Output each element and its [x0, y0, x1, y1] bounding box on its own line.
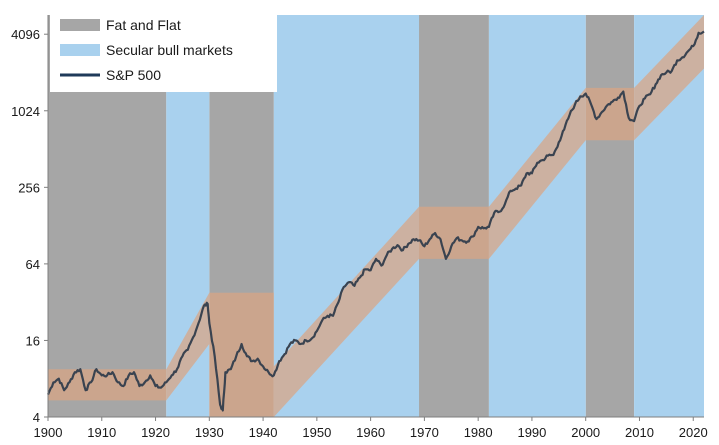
series-line-sp500: [46, 30, 705, 412]
legend-label: Fat and Flat: [106, 17, 181, 33]
y-tick-label: 16: [26, 333, 40, 348]
x-tick-label: 2010: [625, 425, 654, 440]
x-tick-label: 1920: [141, 425, 170, 440]
series-lines: [46, 30, 705, 412]
x-tick-label: 1900: [34, 425, 63, 440]
x-tick-label: 1980: [464, 425, 493, 440]
x-tick-label: 2020: [679, 425, 708, 440]
y-tick-label: 256: [18, 180, 40, 195]
x-tick-label: 1940: [249, 425, 278, 440]
legend-swatch: [60, 44, 100, 56]
band-segment: [585, 87, 635, 141]
x-tick-label: 1950: [302, 425, 331, 440]
y-tick-label: 4: [33, 410, 40, 425]
fat-and-flat-period: [585, 15, 635, 417]
band-segment: [273, 206, 419, 417]
x-tick-label: 1960: [356, 425, 385, 440]
legend: Fat and Flat Secular bull markets S&P 500: [50, 15, 277, 92]
x-tick-label: 1910: [87, 425, 116, 440]
legend-label: S&P 500: [106, 67, 161, 83]
legend-swatch: [60, 19, 100, 31]
band-segment: [488, 87, 586, 259]
legend-label: Secular bull markets: [106, 42, 233, 58]
band-segment: [634, 15, 704, 141]
x-tick-label: 1990: [517, 425, 546, 440]
x-tick-label: 2000: [571, 425, 600, 440]
band-segment: [419, 206, 489, 259]
y-tick-label: 4096: [11, 27, 40, 42]
x-tick-label: 1970: [410, 425, 439, 440]
axes: 4 16 64 256 1024 4096 1900 1910 1920 1930 1940 1950…: [11, 15, 708, 440]
y-tick-label: 64: [26, 257, 40, 272]
y-tick-label: 1024: [11, 104, 40, 119]
trend-channel-band: [48, 15, 704, 417]
x-tick-label: 1930: [195, 425, 224, 440]
